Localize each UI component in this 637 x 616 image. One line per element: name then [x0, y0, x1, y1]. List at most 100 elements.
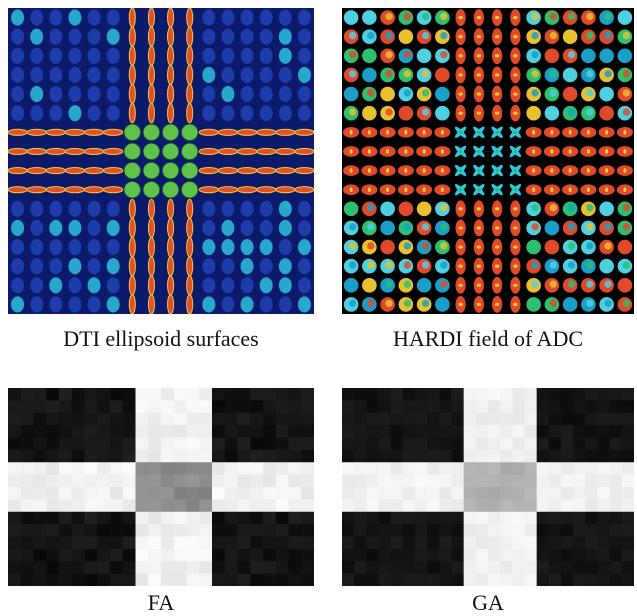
isotropic-adc-glyph [435, 48, 450, 64]
fiber-adc-glyph [379, 126, 396, 138]
fiber-pixel [135, 449, 149, 463]
fiber-pixel [186, 511, 200, 525]
background-pixel [110, 561, 124, 575]
isotropic-adc-glyph [581, 67, 596, 83]
background-pixel [8, 425, 22, 438]
background-pixel [20, 400, 34, 414]
background-pixel [354, 388, 367, 401]
fiber-pixel [135, 573, 149, 586]
fiber-glyph-horizontal [217, 128, 238, 136]
background-pixel [536, 425, 550, 438]
fiber-adc-glyph [455, 47, 466, 65]
fiber-pixel [573, 462, 586, 476]
background-pixel [71, 425, 85, 438]
isotropic-adc-glyph [380, 105, 395, 121]
background-pixel [402, 536, 416, 550]
fiber-glyph-horizontal [103, 167, 124, 175]
fiber-adc-glyph [616, 184, 633, 196]
fiber-adc-glyph [455, 85, 466, 103]
background-pixel [378, 573, 392, 586]
background-pixel [20, 548, 34, 562]
background-pixel [427, 524, 440, 537]
isotropic-glyph [240, 86, 254, 103]
background-pixel [427, 536, 440, 550]
fiber-adc-glyph [343, 184, 360, 196]
isotropic-adc-glyph [362, 10, 377, 25]
background-pixel [33, 449, 47, 463]
fiber-pixel [224, 499, 238, 513]
background-pixel [609, 400, 623, 414]
fiber-glyph-vertical [147, 256, 155, 277]
background-pixel [288, 449, 302, 463]
fiber-pixel [20, 462, 34, 476]
fiber-pixel [33, 462, 47, 476]
fiber-pixel [161, 449, 175, 463]
isotropic-glyph [30, 86, 44, 103]
fiber-pixel [500, 400, 513, 414]
fiber-glyph-vertical [186, 294, 194, 314]
fiber-adc-glyph [510, 9, 521, 26]
hardi-panel [342, 8, 634, 314]
fiber-pixel [366, 462, 379, 476]
fiber-pixel [263, 487, 277, 500]
background-pixel [97, 437, 111, 451]
background-pixel [439, 400, 452, 414]
fiber-adc-glyph [562, 146, 579, 157]
isotropic-glyph [30, 258, 44, 275]
background-pixel [342, 548, 355, 562]
fiber-glyph-horizontal [8, 167, 28, 175]
fiber-adc-glyph [492, 47, 503, 65]
fiber-glyph-vertical [147, 198, 155, 219]
background-pixel [415, 400, 428, 414]
background-pixel [59, 548, 73, 562]
background-pixel [536, 511, 550, 525]
isotropic-adc-glyph [398, 67, 414, 83]
background-pixel [46, 561, 60, 575]
isotropic-adc-glyph [435, 10, 450, 25]
isotropic-adc-glyph [526, 10, 541, 25]
background-pixel [59, 536, 73, 550]
background-pixel [378, 548, 392, 562]
isotropic-glyph [49, 9, 63, 26]
fiber-pixel [46, 474, 60, 488]
isotropic-adc-glyph [599, 67, 614, 83]
fiber-glyph-horizontal [256, 147, 277, 155]
fiber-adc-glyph [562, 165, 579, 176]
fiber-pixel [288, 462, 302, 476]
fiber-glyph-vertical [186, 84, 194, 105]
background-pixel [378, 511, 392, 525]
isotropic-adc-glyph [599, 105, 614, 121]
background-pixel [59, 388, 73, 401]
fiber-adc-glyph [473, 238, 484, 256]
fiber-pixel [500, 511, 513, 525]
isotropic-glyph [87, 219, 101, 236]
isotropic-adc-glyph [343, 201, 359, 217]
fiber-pixel [224, 474, 238, 488]
background-pixel [122, 437, 136, 451]
background-pixel [250, 573, 264, 586]
isotropic-adc-glyph [398, 278, 414, 293]
fiber-pixel [135, 412, 149, 426]
background-pixel [288, 561, 302, 575]
isotropic-glyph [297, 66, 311, 83]
dti-glyph-field [8, 8, 314, 314]
background-pixel [263, 561, 277, 575]
fiber-pixel [148, 388, 162, 401]
background-pixel [122, 449, 136, 463]
isotropic-adc-glyph [599, 48, 614, 64]
ga-map [342, 388, 634, 586]
isotropic-adc-glyph [617, 48, 633, 64]
background-pixel [451, 524, 465, 537]
fiber-pixel [402, 499, 416, 513]
background-pixel [301, 425, 314, 438]
isotropic-adc-glyph [398, 86, 414, 102]
crossing-pixel [475, 499, 489, 513]
background-pixel [597, 536, 611, 550]
fiber-adc-glyph [562, 184, 579, 196]
fiber-glyph-vertical [167, 217, 175, 238]
background-pixel [366, 412, 379, 426]
crossing-pixel [148, 499, 162, 513]
background-pixel [342, 400, 355, 414]
fiber-pixel [161, 524, 175, 537]
isotropic-adc-glyph [599, 297, 614, 312]
